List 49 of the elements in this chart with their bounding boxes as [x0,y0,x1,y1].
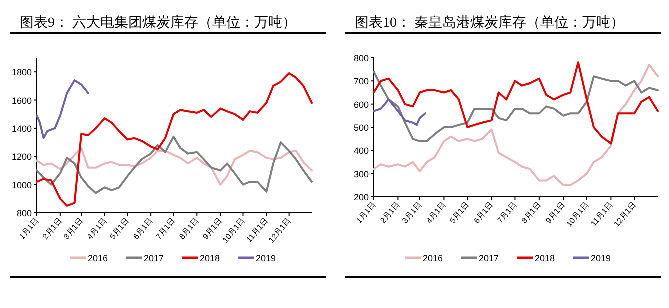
y-tick-label: 1800 [12,68,32,78]
x-tick-label: 6月1日 [472,200,496,226]
line-series [36,147,313,186]
y-tick-label: 800 [354,54,369,64]
y-tick-label: 700 [354,76,369,87]
x-tick-label: 2月1日 [378,200,402,226]
x-tick-label: 4月1日 [424,200,448,226]
x-tick-label: 12月1日 [612,200,638,229]
x-tick-label: 5月1日 [108,216,132,242]
x-tick-label: 1月1日 [18,216,41,242]
x-tick-label: 10月1日 [564,200,591,229]
x-tick-label: 11月1日 [589,200,615,228]
y-tick-label: 600 [354,100,369,110]
legend-label: 2019 [591,254,612,264]
x-tick-label: 3月1日 [62,216,86,242]
x-tick-label: 4月1日 [86,216,109,242]
x-tick-label: 3月1日 [400,200,424,226]
x-tick-label: 8月1日 [520,200,543,226]
y-tick-label: 200 [354,192,369,202]
y-tick-label: 300 [354,169,369,180]
x-tick-label: 7月1日 [496,200,519,226]
line-series [373,98,426,126]
x-tick-label: 9月1日 [544,200,568,226]
x-tick-label: 8月1日 [178,216,201,242]
x-tick-label: 5月1日 [448,200,472,226]
legend-label: 2019 [256,254,276,264]
legend-label: 2016 [88,254,108,264]
legend-label: 2018 [200,254,220,264]
chart-title: 图表10： 秦皇岛港煤炭库存（单位：万吨） [355,15,624,31]
x-tick-label: 6月1日 [132,216,155,242]
line-series [36,80,90,140]
y-tick-label: 1400 [12,124,32,134]
x-tick-label: 7月1日 [154,216,178,242]
line-series [36,136,313,194]
y-tick-label: 800 [16,208,32,218]
x-tick-label: 1月1日 [354,200,378,226]
legend-label: 2016 [423,254,444,264]
legend-label: 2017 [144,254,164,264]
y-tick-label: 500 [354,123,369,133]
legend-label: 2017 [479,254,500,264]
legend-label: 2018 [535,254,556,264]
y-tick-label: 1200 [12,152,32,162]
line-series [36,72,313,207]
y-tick-label: 400 [354,146,369,156]
y-tick-label: 1600 [12,96,32,106]
x-tick-label: 2月1日 [41,216,64,242]
line-series [373,64,659,186]
y-tick-label: 1000 [12,180,32,190]
chart-title: 图表9： 六大电集团煤炭库存（单位：万吨） [20,15,296,31]
